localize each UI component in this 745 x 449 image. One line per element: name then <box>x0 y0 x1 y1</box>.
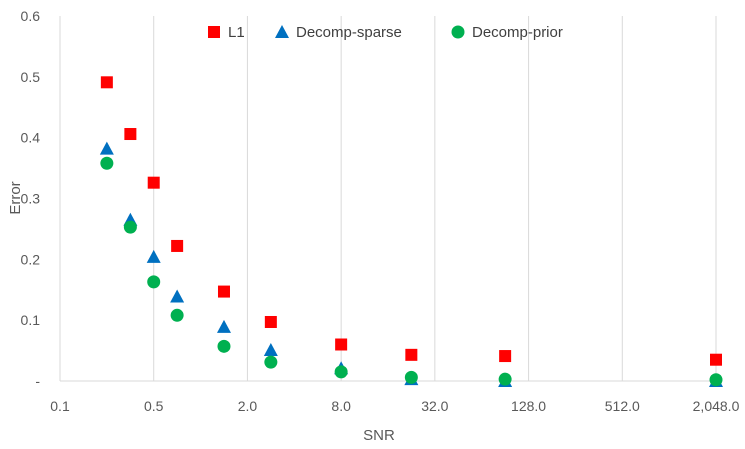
x-tick-label: 128.0 <box>511 398 546 414</box>
data-point <box>264 355 278 369</box>
data-point <box>334 365 348 379</box>
data-point <box>170 308 184 322</box>
data-point <box>147 176 160 189</box>
data-point <box>263 342 278 356</box>
grid-layer <box>59 16 717 382</box>
legend-item: Decomp-sparse <box>275 24 402 41</box>
x-axis-title: SNR <box>363 427 395 444</box>
data-point <box>123 220 137 234</box>
y-tick-label: 0.1 <box>21 312 41 328</box>
x-tick-label: 0.5 <box>144 398 164 414</box>
x-tick-label: 32.0 <box>421 398 448 414</box>
legend-marker <box>275 25 289 38</box>
data-point <box>100 76 113 89</box>
tick-labels: 0.1 0.5 2.0 8.0 32.0 128.0 512.0 2,048.0-0.10.2… <box>21 8 740 414</box>
y-tick-label: 0.3 <box>21 191 41 207</box>
legend-label: L1 <box>228 24 245 41</box>
data-point <box>216 319 231 333</box>
legend-item: Decomp-prior <box>451 24 563 41</box>
data-point <box>404 370 418 384</box>
legend-label: Decomp-prior <box>472 24 563 41</box>
x-tick-label: 8.0 <box>331 398 351 414</box>
data-point <box>146 249 161 263</box>
legend: L1 Decomp-sparse Decomp-prior <box>208 24 563 41</box>
x-tick-label: 512.0 <box>605 398 640 414</box>
y-tick-label: 0.5 <box>21 69 41 85</box>
legend-marker <box>208 26 220 38</box>
x-tick-label: 2.0 <box>238 398 258 414</box>
y-axis-title: Error <box>7 181 24 214</box>
data-point <box>499 350 512 363</box>
data-point <box>709 373 723 387</box>
data-series <box>99 76 723 387</box>
y-tick-label: 0.4 <box>21 130 41 146</box>
series-l1 <box>100 76 722 366</box>
data-point <box>335 338 348 351</box>
legend-item: L1 <box>208 24 245 41</box>
data-point <box>710 353 722 366</box>
data-point <box>100 156 114 170</box>
series-decomp-prior <box>100 156 723 387</box>
data-point <box>405 348 418 361</box>
data-point <box>217 339 231 353</box>
y-tick-label: 0.6 <box>21 8 41 24</box>
x-tick-label: 0.1 <box>50 398 70 414</box>
legend-marker <box>451 25 465 39</box>
x-tick-label: 2,048.0 <box>693 398 740 414</box>
data-point <box>147 275 161 289</box>
data-point <box>99 141 114 155</box>
data-point <box>217 285 230 298</box>
legend-label: Decomp-sparse <box>296 24 402 41</box>
y-tick-label: - <box>35 373 40 389</box>
data-point <box>124 128 137 141</box>
data-point <box>264 315 277 328</box>
data-point <box>498 372 512 386</box>
data-point <box>170 289 185 303</box>
y-tick-label: 0.2 <box>21 251 41 267</box>
data-point <box>171 239 184 252</box>
